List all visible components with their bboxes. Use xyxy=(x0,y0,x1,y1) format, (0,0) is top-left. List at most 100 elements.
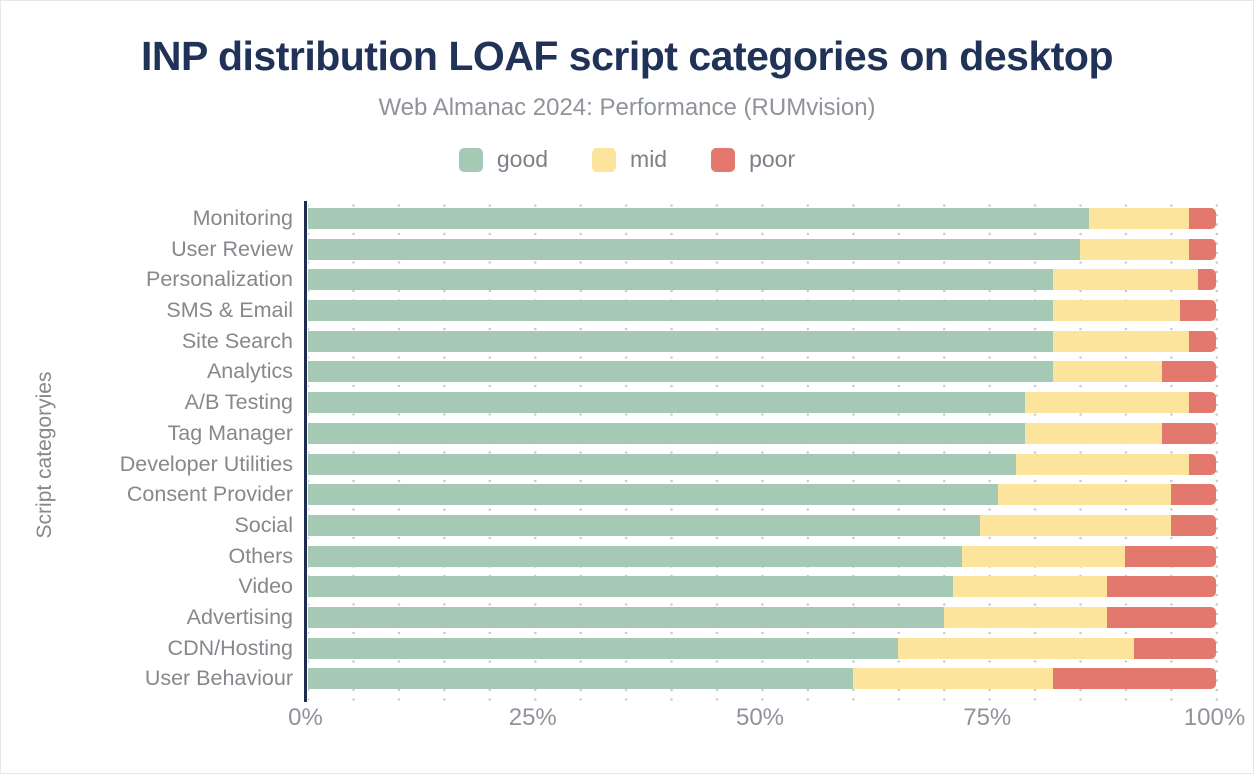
bar-track xyxy=(308,484,1216,506)
bar-track xyxy=(308,361,1216,383)
legend-label-good: good xyxy=(496,146,549,172)
bar-track xyxy=(308,238,1216,260)
bar-segment-poor xyxy=(1188,330,1216,352)
bar-segment-good xyxy=(308,300,1053,322)
bar-segment-mid xyxy=(1052,330,1189,352)
category-row: Tag Manager xyxy=(1,420,1216,445)
category-row: Developer Utilities xyxy=(1,451,1216,476)
category-label: SMS & Email xyxy=(166,298,293,323)
bar-segment-poor xyxy=(1107,606,1216,628)
category-label: Consent Provider xyxy=(126,482,293,507)
bar-segment-poor xyxy=(1170,484,1216,506)
bar-track xyxy=(308,637,1216,659)
category-row: User Review xyxy=(1,236,1216,261)
bar-segment-mid xyxy=(943,606,1108,628)
bar-segment-good xyxy=(308,269,1053,291)
category-row: Video xyxy=(1,574,1216,598)
bar-segment-good xyxy=(308,453,1017,475)
bar-segment-poor xyxy=(1197,269,1216,291)
bar-track xyxy=(308,208,1216,229)
y-axis-line xyxy=(304,201,307,702)
bar-segment-poor xyxy=(1107,576,1216,598)
chart-rows: Monitoring User Review Personalization SMS … xyxy=(1,206,1216,699)
bar-track xyxy=(308,453,1216,475)
bar-segment-poor xyxy=(1188,392,1216,414)
bar-segment-mid xyxy=(998,484,1171,506)
category-row: SMS & Email xyxy=(1,298,1216,323)
bar-segment-mid xyxy=(1052,361,1162,383)
bar-segment-good xyxy=(308,484,999,506)
category-row: Advertising xyxy=(1,604,1216,629)
legend-label-mid: mid xyxy=(630,146,668,172)
bar-segment-mid xyxy=(1088,208,1189,229)
category-label: Site Search xyxy=(181,328,293,353)
chart-title: INP distribution LOAF script categories … xyxy=(140,33,1114,79)
bar-track xyxy=(308,514,1216,536)
bar-track xyxy=(308,330,1216,352)
bar-segment-good xyxy=(308,422,1026,444)
bar-segment-mid xyxy=(898,637,1135,659)
bar-track xyxy=(308,392,1216,414)
legend-item-good: good xyxy=(458,146,549,173)
x-tick-label: 0% xyxy=(288,704,323,731)
bar-segment-mid xyxy=(1079,238,1189,260)
bar-segment-poor xyxy=(1161,422,1216,444)
x-tick-label: 100% xyxy=(1183,704,1246,731)
category-label: Personalization xyxy=(145,267,293,292)
category-row: Social xyxy=(1,512,1216,537)
bar-segment-good xyxy=(308,392,1026,414)
legend-item-poor: poor xyxy=(711,146,795,173)
category-label: Monitoring xyxy=(192,206,293,230)
category-label: Social xyxy=(234,512,293,537)
bar-segment-mid xyxy=(1052,269,1198,291)
category-row: User Behaviour xyxy=(1,666,1216,691)
bar-segment-good xyxy=(308,330,1053,352)
bar-segment-good xyxy=(308,576,953,598)
category-row: CDN/Hosting xyxy=(1,636,1216,660)
bar-segment-poor xyxy=(1188,238,1216,260)
bar-segment-mid xyxy=(961,545,1126,567)
bar-segment-poor xyxy=(1188,453,1216,475)
legend-swatch-mid xyxy=(592,147,617,172)
bar-track xyxy=(308,668,1216,690)
bar-segment-mid xyxy=(1025,392,1189,414)
x-tick-label: 25% xyxy=(508,704,557,731)
bar-segment-good xyxy=(308,606,944,628)
bar-segment-poor xyxy=(1188,208,1216,229)
category-label: User Behaviour xyxy=(144,666,293,691)
x-tick-label: 75% xyxy=(963,704,1012,731)
bar-segment-poor xyxy=(1179,300,1216,322)
bar-segment-mid xyxy=(979,514,1171,536)
category-label: Tag Manager xyxy=(167,420,294,445)
bar-segment-good xyxy=(308,545,962,567)
bar-segment-mid xyxy=(952,576,1108,598)
category-row: A/B Testing xyxy=(1,390,1216,414)
bar-segment-mid xyxy=(1016,453,1189,475)
category-row: Monitoring xyxy=(1,206,1216,230)
category-label: Developer Utilities xyxy=(119,451,293,476)
bar-segment-poor xyxy=(1052,668,1216,690)
legend-item-mid: mid xyxy=(592,146,667,173)
bar-segment-mid xyxy=(1025,422,1162,444)
legend: good mid poor xyxy=(1,146,1253,173)
bar-segment-mid xyxy=(1052,300,1180,322)
bar-segment-good xyxy=(308,208,1089,229)
bar-segment-good xyxy=(308,238,1080,260)
category-label: Advertising xyxy=(186,604,293,629)
bar-segment-poor xyxy=(1134,637,1216,659)
category-row: Consent Provider xyxy=(1,482,1216,507)
x-tick-label: 50% xyxy=(735,704,785,731)
bar-track xyxy=(308,576,1216,598)
chart-subtitle: Web Almanac 2024: Performance (RUMvision… xyxy=(378,94,876,121)
category-label: User Review xyxy=(171,236,293,261)
category-label: Analytics xyxy=(206,359,293,384)
category-row: Analytics xyxy=(1,359,1216,384)
x-axis-ticks: 0% 25% 50% 75% 100% xyxy=(288,704,1245,736)
bar-segment-poor xyxy=(1170,514,1216,536)
bar-segment-poor xyxy=(1161,361,1216,383)
legend-swatch-good xyxy=(458,147,483,172)
category-label: Others xyxy=(228,543,293,568)
bar-segment-good xyxy=(308,668,853,690)
bar-track xyxy=(308,300,1216,322)
